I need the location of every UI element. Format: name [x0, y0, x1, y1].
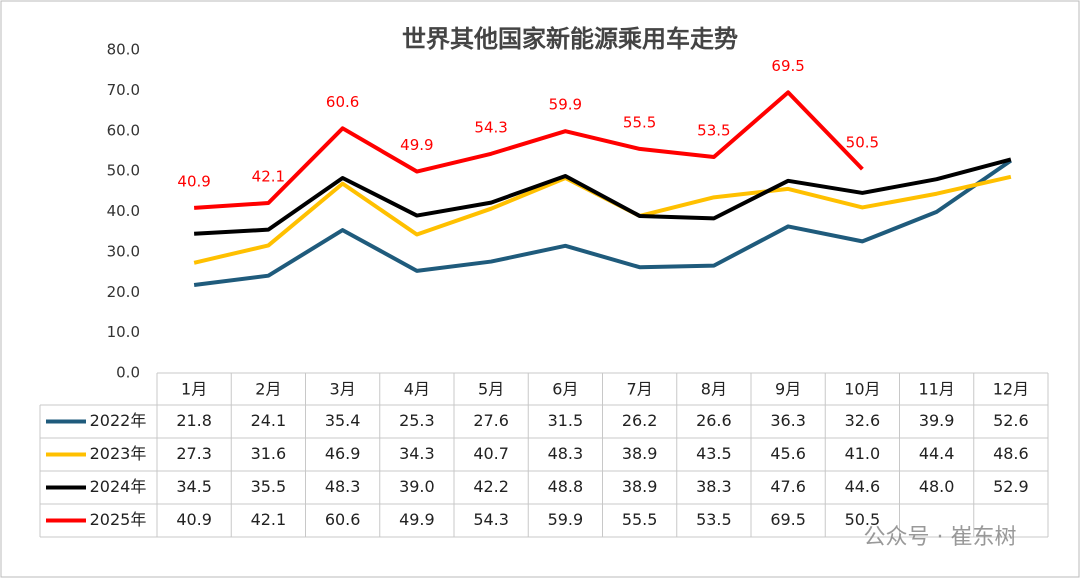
- table-cell: 26.2: [622, 411, 658, 430]
- table-cell: 43.5: [696, 444, 732, 463]
- x-tick-label: 3月: [330, 380, 356, 399]
- x-tick-label: 11月: [918, 380, 954, 399]
- table-cell: 40.9: [176, 510, 212, 529]
- table-cell: 41.0: [845, 444, 881, 463]
- data-label: 55.5: [623, 113, 656, 131]
- data-label: 59.9: [549, 96, 582, 114]
- table-cell: 48.6: [993, 444, 1029, 463]
- y-tick-label: 60.0: [107, 121, 140, 139]
- table-cell: 50.5: [845, 510, 881, 529]
- series-line: [194, 157, 1012, 236]
- legend-label: 2022年: [90, 411, 147, 430]
- table-cell: 38.9: [622, 444, 658, 463]
- table-cell: 52.9: [993, 477, 1029, 496]
- x-tick-label: 8月: [701, 380, 727, 399]
- x-tick-label: 9月: [775, 380, 801, 399]
- table-cell: 31.6: [251, 444, 287, 463]
- data-label: 40.9: [177, 172, 210, 190]
- table-cell: 54.3: [473, 510, 509, 529]
- x-tick-label: 2月: [255, 380, 281, 399]
- x-tick-label: 5月: [478, 380, 504, 399]
- table-cell: 48.3: [325, 477, 361, 496]
- table-cell: 35.5: [251, 477, 287, 496]
- x-tick-label: 6月: [552, 380, 578, 399]
- table-cell: 27.6: [473, 411, 509, 430]
- data-label: 42.1: [252, 168, 285, 186]
- legend-label: 2025年: [90, 510, 147, 529]
- table-cell: 21.8: [176, 411, 212, 430]
- table-cell: 39.9: [919, 411, 955, 430]
- y-tick-label: 80.0: [107, 41, 140, 59]
- table-cell: 53.5: [696, 510, 732, 529]
- table-cell: 55.5: [622, 510, 658, 529]
- table-cell: 26.6: [696, 411, 732, 430]
- legend-label: 2023年: [90, 444, 147, 463]
- table-cell: 48.8: [548, 477, 584, 496]
- table-cell: 34.3: [399, 444, 435, 463]
- table-cell: 49.9: [399, 510, 435, 529]
- table-cell: 69.5: [770, 510, 806, 529]
- y-tick-label: 40.0: [107, 202, 140, 220]
- x-tick-label: 7月: [627, 380, 653, 399]
- x-tick-label: 1月: [181, 380, 207, 399]
- table-cell: 45.6: [770, 444, 806, 463]
- chart-title: 世界其他国家新能源乘用车走势: [402, 25, 738, 53]
- table-cell: 27.3: [176, 444, 212, 463]
- table-cell: 44.4: [919, 444, 955, 463]
- y-tick-label: 70.0: [107, 81, 140, 99]
- series-line: [193, 158, 1013, 287]
- series-line: [193, 90, 864, 210]
- table-cell: 48.3: [548, 444, 584, 463]
- y-tick-label: 0.0: [116, 364, 140, 382]
- table-cell: 46.9: [325, 444, 361, 463]
- y-tick-label: 10.0: [107, 323, 140, 341]
- table-cell: 38.9: [622, 477, 658, 496]
- table-cell: 24.1: [251, 411, 287, 430]
- table-cell: 31.5: [548, 411, 584, 430]
- x-tick-label: 4月: [404, 380, 430, 399]
- table-cell: 35.4: [325, 411, 361, 430]
- data-label: 50.5: [846, 134, 879, 152]
- table-cell: 32.6: [845, 411, 881, 430]
- table-cell: 42.1: [251, 510, 287, 529]
- table-cell: 38.3: [696, 477, 732, 496]
- table-cell: 25.3: [399, 411, 435, 430]
- data-label: 69.5: [771, 57, 804, 75]
- table-cell: 42.2: [473, 477, 509, 496]
- table-cell: 34.5: [176, 477, 212, 496]
- table-cell: 39.0: [399, 477, 435, 496]
- legend-label: 2024年: [90, 477, 147, 496]
- table-cell: 59.9: [548, 510, 584, 529]
- y-tick-label: 50.0: [107, 162, 140, 180]
- table-cell: 44.6: [845, 477, 881, 496]
- watermark: 公众号 · 崔东树: [864, 525, 1017, 550]
- y-tick-label: 20.0: [107, 283, 140, 301]
- data-label: 60.6: [326, 93, 359, 111]
- x-tick-label: 12月: [993, 380, 1029, 399]
- table-cell: 36.3: [770, 411, 806, 430]
- table-cell: 60.6: [325, 510, 361, 529]
- table-cell: 48.0: [919, 477, 955, 496]
- data-label: 53.5: [697, 121, 730, 139]
- data-label: 54.3: [474, 118, 507, 136]
- y-tick-label: 30.0: [107, 242, 140, 260]
- table-cell: 40.7: [473, 444, 509, 463]
- table-cell: 52.6: [993, 411, 1029, 430]
- table-cell: 47.6: [770, 477, 806, 496]
- data-label: 49.9: [400, 136, 433, 154]
- x-tick-label: 10月: [844, 380, 880, 399]
